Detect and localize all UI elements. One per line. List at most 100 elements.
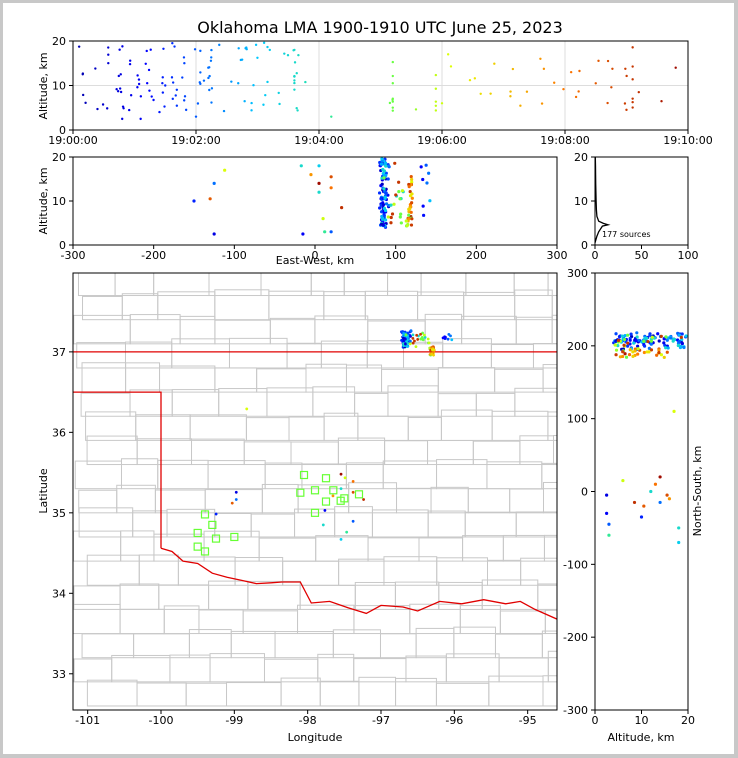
source-point — [343, 476, 347, 480]
source-point — [380, 182, 384, 186]
source-point — [402, 336, 405, 340]
county-outline — [345, 364, 383, 393]
source-point — [237, 47, 240, 50]
county-outline — [403, 341, 444, 369]
map-axes-frame — [72, 272, 558, 711]
source-point — [676, 343, 680, 348]
source-point — [278, 102, 281, 106]
source-point — [199, 82, 202, 86]
county-outline — [547, 650, 557, 683]
source-point — [404, 342, 407, 346]
source-point — [212, 181, 216, 185]
source-point — [295, 106, 298, 110]
station-marker — [230, 532, 239, 542]
source-point — [223, 168, 227, 172]
source-point — [646, 339, 650, 344]
source-point — [440, 102, 444, 105]
source-point — [632, 500, 637, 505]
station-marker — [296, 488, 305, 497]
source-point — [391, 60, 394, 64]
source-point — [627, 353, 632, 357]
latitude-tick-label: 34 — [52, 587, 66, 600]
red-river-border — [160, 547, 557, 620]
oklahoma-state-border — [73, 351, 557, 549]
source-point — [677, 526, 681, 530]
source-point — [631, 78, 634, 81]
source-point — [162, 47, 165, 50]
altitude-eastwest-sources — [192, 157, 432, 236]
source-point — [230, 80, 233, 83]
county-outline — [486, 559, 522, 586]
station-marker — [329, 486, 338, 495]
source-point — [419, 332, 422, 336]
county-outline — [323, 412, 359, 441]
source-point — [631, 97, 634, 100]
source-point — [427, 341, 431, 345]
county-outline — [124, 341, 173, 369]
source-point — [434, 73, 438, 77]
county-outline — [541, 462, 557, 490]
county-outline — [129, 314, 181, 345]
source-point — [677, 333, 682, 337]
source-point — [509, 90, 512, 93]
source-point — [574, 95, 578, 99]
source-point — [309, 173, 313, 177]
eastwest-tick-label: -200 — [141, 249, 166, 262]
map-xlabel: Longitude — [288, 731, 343, 744]
source-point — [623, 337, 627, 342]
source-point — [183, 62, 186, 65]
source-point — [653, 482, 658, 486]
source-point — [115, 87, 118, 91]
county-outline — [338, 558, 385, 586]
source-point — [679, 335, 683, 339]
county-outline — [514, 289, 553, 321]
source-point — [616, 338, 621, 343]
source-point — [649, 339, 654, 343]
source-point — [658, 500, 662, 505]
source-point — [409, 223, 414, 227]
source-point — [386, 164, 391, 168]
county-outline — [119, 608, 165, 635]
county-outline — [551, 314, 557, 345]
eastwest-tick-label: -100 — [222, 249, 247, 262]
count-tick-label: 0 — [592, 249, 599, 262]
northsouth-tick-label: 100 — [567, 413, 588, 426]
source-point — [339, 538, 343, 541]
source-point — [421, 177, 425, 182]
source-point — [293, 48, 296, 52]
source-point — [399, 212, 403, 216]
source-point — [196, 102, 200, 105]
source-point — [607, 533, 611, 537]
source-point — [611, 67, 614, 70]
map-ticks: -101 -100 -99 -98 -97 -96 -95 33 34 35 36 37 — [52, 346, 537, 727]
source-point — [283, 52, 286, 55]
county-outline — [73, 530, 122, 562]
source-point — [409, 329, 413, 333]
source-point — [657, 348, 661, 352]
station-marker — [310, 486, 320, 495]
source-point — [199, 71, 202, 74]
source-point — [416, 338, 420, 341]
altitude-tick-label: 0 — [592, 714, 599, 727]
source-point — [426, 337, 430, 341]
station-marker — [310, 508, 320, 517]
county-outline — [138, 554, 179, 586]
northsouth-altitude-sources — [605, 331, 688, 545]
source-point — [383, 218, 388, 222]
eastwest-tick-label: -300 — [61, 249, 86, 262]
source-point — [331, 494, 335, 498]
source-point — [339, 472, 343, 476]
source-point — [625, 74, 628, 78]
source-point — [424, 163, 428, 167]
county-outline — [135, 414, 191, 441]
county-outline — [290, 441, 339, 466]
source-point — [391, 106, 394, 109]
county-outline — [179, 315, 216, 345]
source-point — [621, 350, 625, 354]
county-outline — [464, 511, 517, 538]
county-outline — [515, 511, 557, 538]
source-point — [210, 101, 213, 104]
source-point — [293, 79, 296, 82]
source-point — [662, 355, 666, 359]
source-point — [207, 76, 210, 80]
